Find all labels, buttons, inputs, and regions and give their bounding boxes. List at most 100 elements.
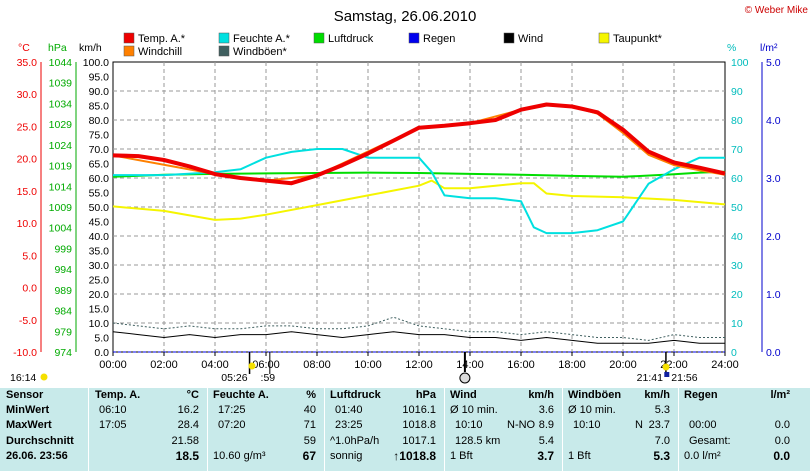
temp-tick-label: -5.0 bbox=[19, 315, 37, 327]
rain-tick-label: 3.0 bbox=[766, 173, 781, 185]
wind-tick-label: 65.0 bbox=[89, 159, 110, 171]
rain-tick-label: 0.0 bbox=[766, 347, 781, 359]
legend-label: Windchill bbox=[138, 46, 182, 58]
legend-swatch bbox=[123, 32, 135, 44]
temp-column: Temp. A. °C 06:10 16.2 17:05 28.4 21.58 18.… bbox=[89, 388, 207, 471]
legend-label: Regen bbox=[423, 33, 455, 45]
wind-tick-label: 55.0 bbox=[89, 188, 110, 200]
pressure-tick-label: 1019 bbox=[49, 161, 73, 173]
avg-label: Durchschnitt bbox=[6, 434, 74, 447]
wind-max-time: 10:10 bbox=[455, 419, 483, 432]
pressure-tick-label: 1044 bbox=[49, 57, 73, 69]
wind-tick-label: 30.0 bbox=[89, 260, 110, 272]
gust-avg10-label: Ø 10 min. bbox=[568, 404, 616, 417]
x-tick-label: 04:00 bbox=[201, 359, 229, 371]
gust-current-value: 5.3 bbox=[653, 448, 670, 463]
x-axis: 00:00 02:00 04:00 06:00 08:00 10:00 12:00 14:00… bbox=[99, 352, 739, 371]
wind-tick-label: 50.0 bbox=[89, 202, 110, 214]
legend-swatch bbox=[313, 32, 325, 44]
wind-header: Wind bbox=[450, 389, 477, 401]
temp-tick-label: 35.0 bbox=[17, 57, 38, 69]
gust-unit: km/h bbox=[644, 389, 670, 401]
rain-tick-label: 5.0 bbox=[766, 57, 781, 69]
pressure-tick-label: 999 bbox=[54, 243, 72, 255]
wind-tick-label: 95.0 bbox=[89, 72, 110, 84]
pressure-current-value: ↑1018.8 bbox=[393, 448, 436, 463]
pressure-avg-value: 1017.1 bbox=[402, 434, 436, 447]
wind-tick-label: 70.0 bbox=[89, 144, 110, 156]
rain-tick-label: 2.0 bbox=[766, 231, 781, 243]
pressure-unit: hPa bbox=[415, 389, 436, 401]
wind-max-value: 8.9 bbox=[538, 419, 554, 432]
wind-tick-label: 90.0 bbox=[89, 86, 110, 98]
wind-column: Wind km/h Ø 10 min. 3.6 10:10 N-NO 8.9 128.5… bbox=[445, 388, 562, 471]
temp-header: Temp. A. bbox=[95, 389, 141, 401]
pressure-tick-label: 1029 bbox=[49, 119, 73, 131]
humidity-tick-label: 70 bbox=[731, 144, 743, 156]
rain-value: 0.0 bbox=[774, 419, 790, 432]
humidity-tick-label: 50 bbox=[731, 202, 743, 214]
rain-tick-label: 1.0 bbox=[766, 289, 781, 301]
legend: Temp. A.* Feuchte A.* Luftdruck Regen Wind Ta… bbox=[123, 32, 663, 58]
pressure-tick-label: 989 bbox=[54, 285, 72, 297]
humidity-tick-label: 30 bbox=[731, 260, 743, 272]
moonset-label: 21:56 bbox=[671, 372, 697, 384]
wind-avg10-label: Ø 10 min. bbox=[450, 404, 498, 417]
wind-tick-label: 10.0 bbox=[89, 318, 110, 330]
humidity-column: Feuchte A.% 17:25 40 07:20 71 59 10.60 g/m… bbox=[208, 388, 324, 471]
humidity-avg-value: 59 bbox=[303, 434, 316, 447]
current-label: 26.06. 23:56 bbox=[6, 449, 68, 462]
series-taupunkt bbox=[112, 179, 726, 221]
x-tick-label: 10:00 bbox=[354, 359, 382, 371]
wind-tick-label: 100.0 bbox=[83, 57, 109, 69]
wind-current-value: 3.7 bbox=[537, 448, 554, 463]
pressure-trend: ^1.0hPa/h bbox=[330, 434, 380, 447]
wind-unit: km/h bbox=[528, 389, 554, 401]
legend-swatch bbox=[408, 32, 420, 44]
humidity-tick-label: 60 bbox=[731, 173, 743, 185]
temp-avg-value: 21.58 bbox=[171, 434, 199, 447]
humidity-axis-label: % bbox=[727, 42, 736, 54]
sun-dot-icon bbox=[40, 373, 48, 381]
sun-dot-icon bbox=[662, 363, 670, 371]
gust-header: Windböen bbox=[568, 389, 622, 401]
humidity-unit: % bbox=[306, 389, 316, 401]
humidity-tick-label: 90 bbox=[731, 86, 743, 98]
temp-tick-label: 10.0 bbox=[17, 218, 38, 230]
rain-tick-label: 4.0 bbox=[766, 115, 781, 127]
wind-tick-label: 80.0 bbox=[89, 115, 110, 127]
humidity-tick-label: 40 bbox=[731, 231, 743, 243]
wind-tick-label: 0.0 bbox=[94, 347, 109, 359]
humidity-header: Feuchte A. bbox=[213, 389, 269, 401]
pressure-column: Luftdruck hPa 01:40 1016.1 23:25 1018.8 ^1.… bbox=[325, 388, 444, 471]
humidity-current-value: 67 bbox=[302, 448, 316, 463]
wind-tick-label: 60.0 bbox=[89, 173, 110, 185]
gust-column: Windböen km/h Ø 10 min. 5.3 10:10 N 23.7 7.0… bbox=[563, 388, 678, 471]
sun-markers: 16:14 05:26:59 21:41 21:56 bbox=[10, 352, 698, 384]
x-tick-label: 06:00 bbox=[252, 359, 280, 371]
humidity-tick-label: 0 bbox=[731, 347, 737, 359]
rain-current-value: 0.0 bbox=[773, 448, 790, 463]
x-tick-label: 16:00 bbox=[507, 359, 535, 371]
legend-label: Taupunkt* bbox=[613, 33, 663, 45]
rain-total-value: 0.0 bbox=[774, 434, 790, 447]
humidity-tick-label: 10 bbox=[731, 318, 743, 330]
x-tick-label: 00:00 bbox=[99, 359, 127, 371]
temp-tick-label: 30.0 bbox=[17, 89, 38, 101]
temp-current-value: 18.5 bbox=[175, 448, 199, 463]
pressure-max-time: 23:25 bbox=[335, 419, 363, 432]
legend-swatch bbox=[123, 45, 135, 57]
pressure-tick-label: 974 bbox=[54, 347, 72, 359]
gust-max-direction: N bbox=[635, 419, 643, 432]
copyright: © Weber Mike bbox=[745, 5, 809, 16]
wind-tick-label: 85.0 bbox=[89, 101, 110, 113]
temp-tick-label: 25.0 bbox=[17, 121, 38, 133]
sensor-column: Sensor MinWert MaxWert Durchschnitt 26.0… bbox=[0, 388, 88, 471]
pressure-tick-label: 984 bbox=[54, 306, 72, 318]
wind-tick-label: 25.0 bbox=[89, 275, 110, 287]
wind-tick-label: 75.0 bbox=[89, 130, 110, 142]
pressure-tick-label: 979 bbox=[54, 326, 72, 338]
temp-min-value: 16.2 bbox=[177, 404, 199, 417]
legend-swatch bbox=[503, 32, 515, 44]
gust-avg10-value: 5.3 bbox=[654, 404, 670, 417]
